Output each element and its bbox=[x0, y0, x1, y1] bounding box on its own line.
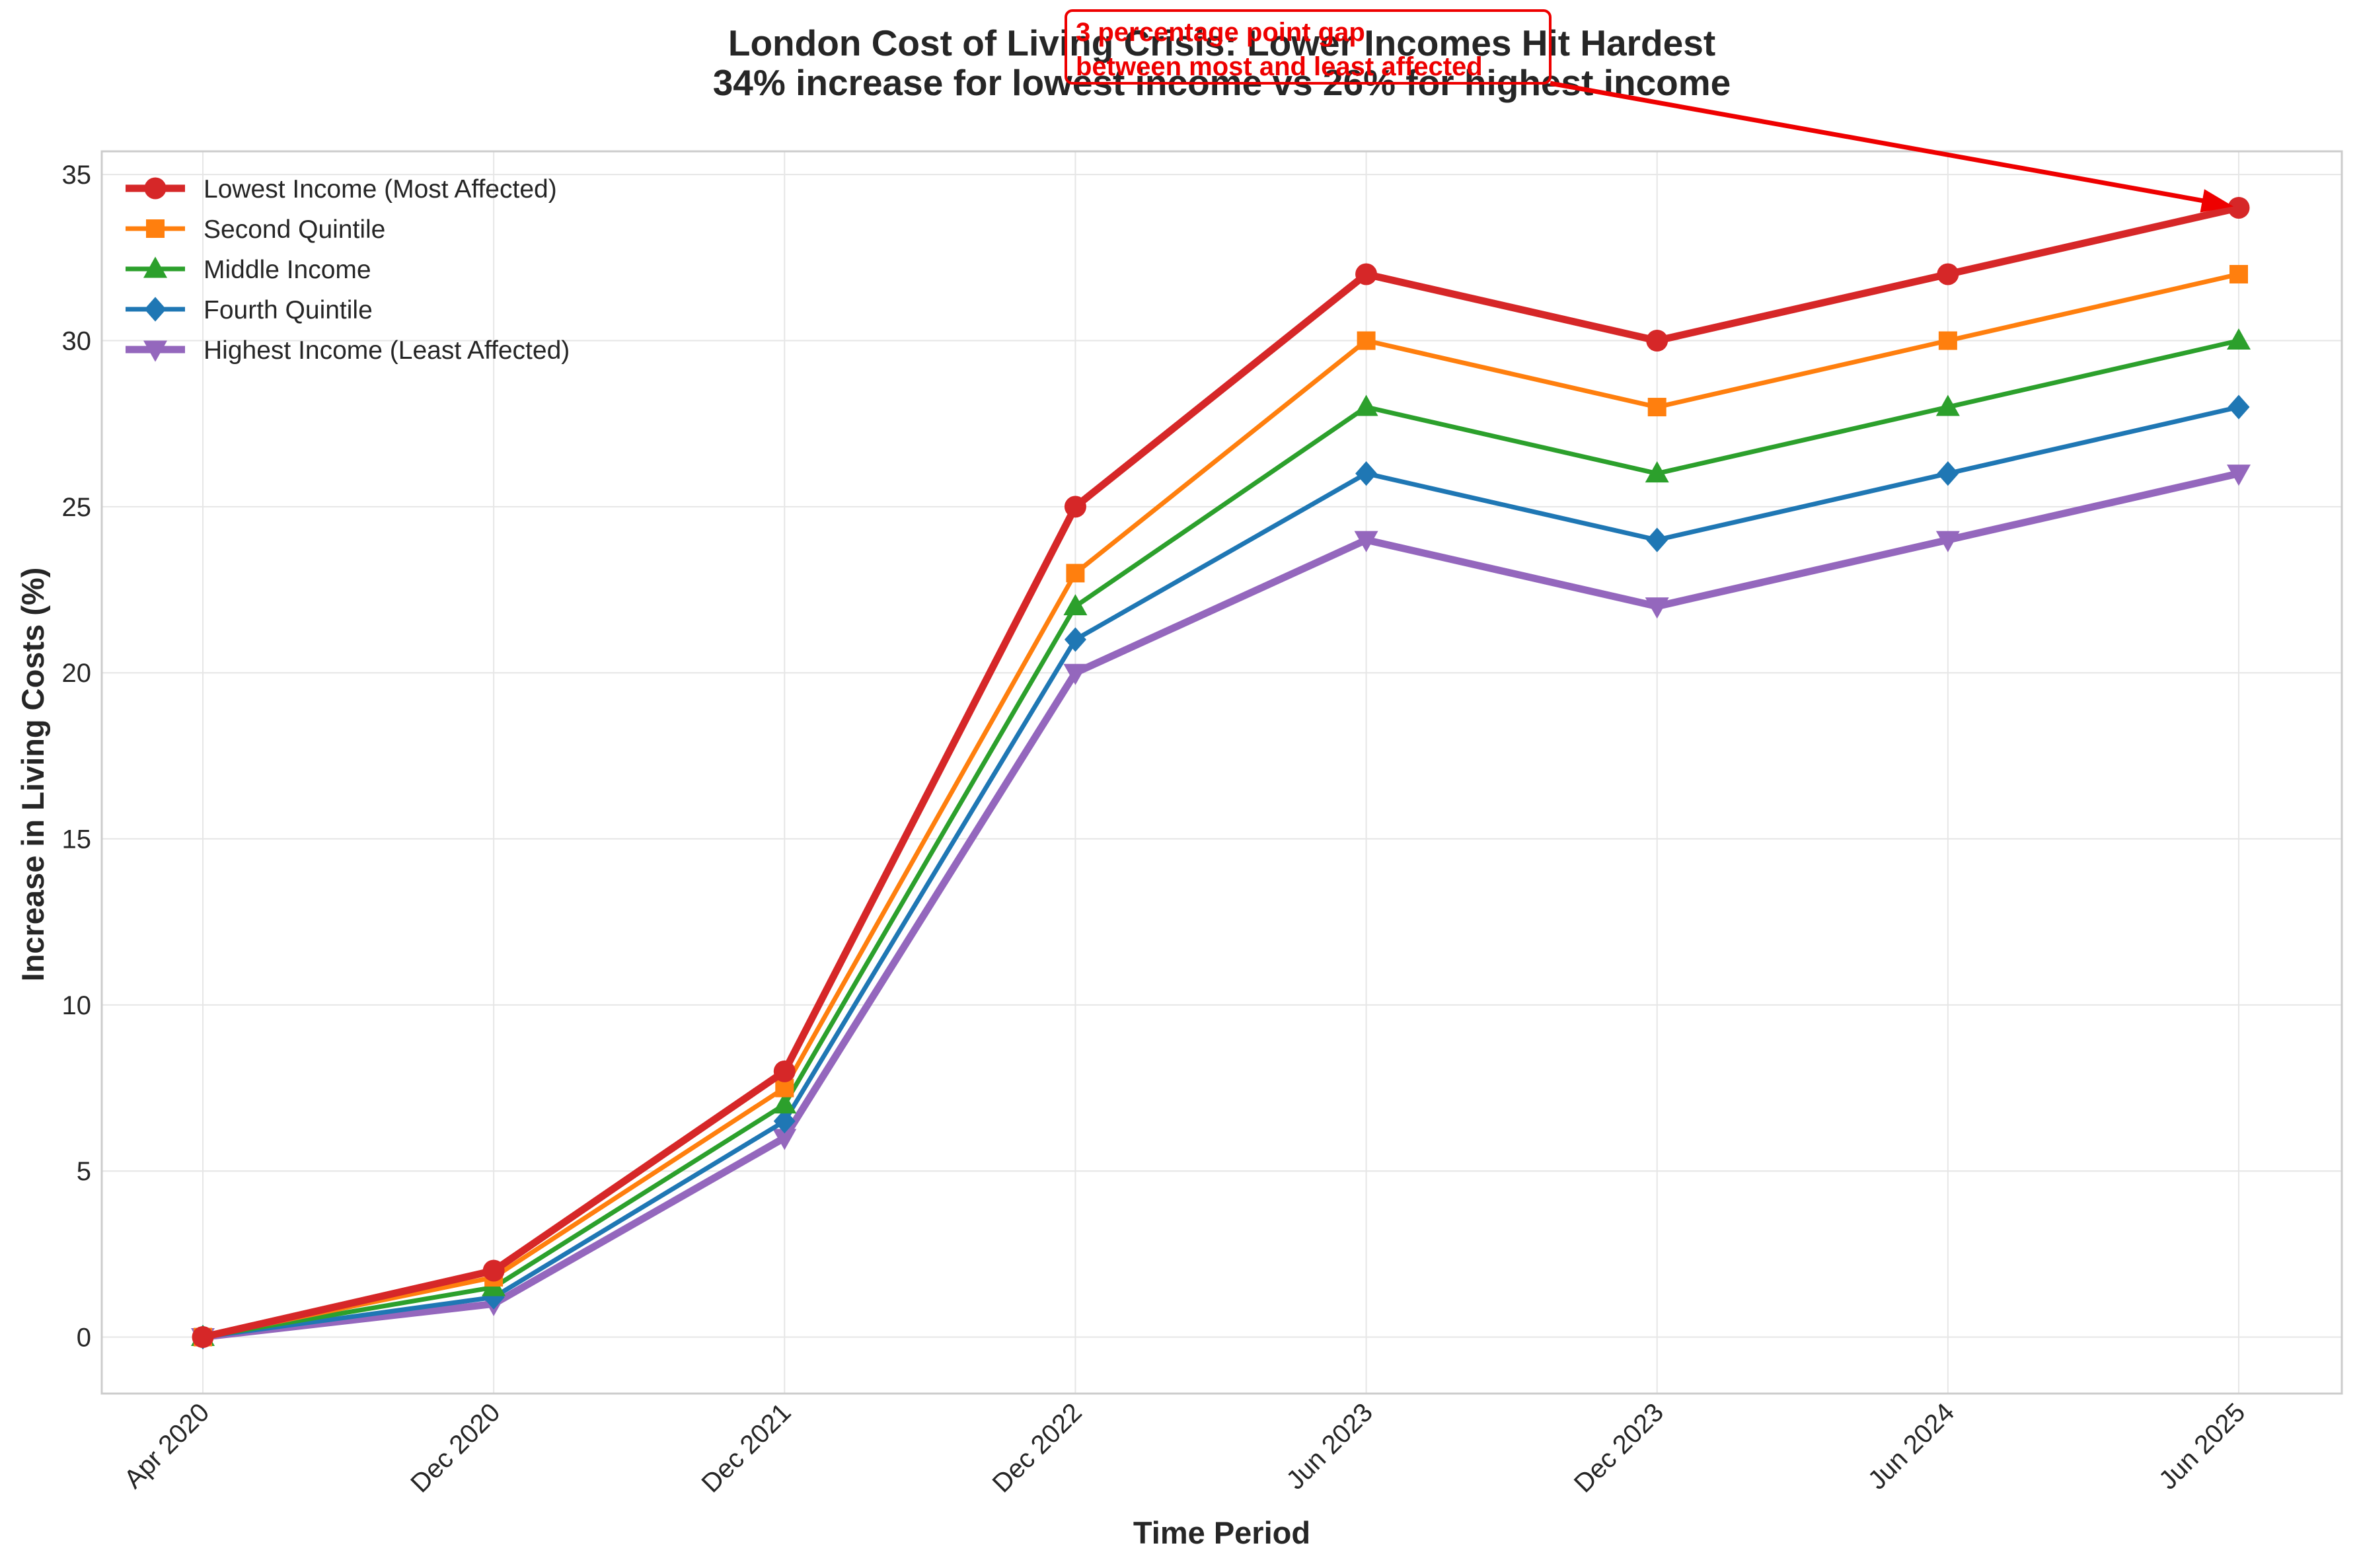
data-point-marker bbox=[2228, 394, 2250, 420]
data-point-marker bbox=[2228, 196, 2250, 219]
legend-swatch-marker bbox=[144, 297, 167, 322]
legend-swatch-marker bbox=[143, 256, 167, 278]
series-layer bbox=[191, 196, 2251, 1350]
x-tick-label: Apr 2020 bbox=[118, 1398, 215, 1494]
series-4 bbox=[192, 394, 2250, 1350]
legend-label: Lowest Income (Most Affected) bbox=[204, 175, 557, 204]
series-line bbox=[200, 272, 2241, 1340]
legend-swatch-marker bbox=[146, 219, 165, 238]
y-tick-label: 10 bbox=[62, 991, 92, 1020]
data-point-marker bbox=[1066, 564, 1085, 583]
annotation-arrowhead bbox=[2200, 189, 2233, 213]
x-tick-label: Dec 2022 bbox=[987, 1398, 1088, 1498]
legend-item: Fourth Quintile bbox=[126, 296, 373, 324]
data-point-marker bbox=[2227, 465, 2251, 486]
data-point-marker bbox=[773, 1109, 796, 1134]
legend-label: Second Quintile bbox=[204, 215, 385, 244]
data-point-marker bbox=[1935, 394, 1960, 416]
legend-item: Second Quintile bbox=[126, 215, 385, 244]
data-point-marker bbox=[1063, 663, 1088, 685]
y-tick-label: 5 bbox=[77, 1157, 91, 1186]
gap-annotation: 3 percentage point gap between most and l… bbox=[1065, 9, 2233, 213]
legend-swatch-marker bbox=[143, 340, 167, 362]
y-tick-label: 25 bbox=[62, 493, 92, 522]
y-tick-label: 0 bbox=[77, 1324, 91, 1353]
data-point-marker bbox=[773, 1060, 796, 1082]
data-point-marker bbox=[772, 1092, 797, 1114]
data-point-marker bbox=[1937, 263, 1959, 285]
data-point-marker bbox=[1064, 496, 1086, 518]
x-tick-label: Dec 2020 bbox=[405, 1398, 506, 1498]
data-point-marker bbox=[2227, 328, 2251, 350]
data-point-marker bbox=[1357, 331, 1376, 350]
data-point-marker bbox=[1354, 531, 1378, 552]
x-tick-label: Jun 2025 bbox=[2153, 1398, 2251, 1495]
series-line bbox=[200, 404, 2241, 1340]
x-tick-label: Dec 2021 bbox=[696, 1398, 796, 1498]
data-point-marker bbox=[1937, 461, 1959, 486]
data-point-marker bbox=[1355, 461, 1378, 486]
y-axis-label: Increase in Living Costs (%) bbox=[15, 568, 50, 982]
annotation-arrow bbox=[1550, 81, 2221, 206]
series-2 bbox=[194, 264, 2248, 1347]
series-3 bbox=[191, 328, 2251, 1347]
data-point-marker bbox=[482, 1285, 505, 1310]
legend-item: Highest Income (Least Affected) bbox=[126, 336, 570, 365]
data-point-marker bbox=[1064, 627, 1086, 652]
y-axis-ticks: 0 5 10 15 20 25 30 35 bbox=[62, 161, 92, 1352]
data-point-marker bbox=[1646, 330, 1668, 352]
data-point-marker bbox=[1938, 331, 1957, 350]
y-tick-label: 15 bbox=[62, 825, 92, 854]
data-point-marker bbox=[1355, 263, 1378, 285]
data-point-marker bbox=[1647, 398, 1666, 417]
legend-label: Middle Income bbox=[204, 256, 371, 284]
x-tick-label: Dec 2023 bbox=[1569, 1398, 1669, 1498]
series-line bbox=[199, 470, 2243, 1341]
data-point-marker bbox=[192, 1326, 214, 1349]
data-point-marker bbox=[1645, 461, 1669, 483]
series-line bbox=[200, 338, 2241, 1340]
legend-label: Fourth Quintile bbox=[204, 296, 373, 324]
annotation-text: 3 percentage point gap bbox=[1076, 18, 1365, 47]
x-axis-label: Time Period bbox=[1133, 1515, 1310, 1550]
legend-swatch-marker bbox=[144, 177, 167, 200]
series-1 bbox=[192, 196, 2250, 1349]
data-point-marker bbox=[1645, 597, 1669, 619]
x-tick-label: Jun 2024 bbox=[1863, 1398, 1960, 1495]
y-tick-label: 30 bbox=[62, 327, 92, 356]
y-tick-label: 35 bbox=[62, 161, 92, 190]
legend: Lowest Income (Most Affected) Second Quin… bbox=[126, 175, 570, 365]
x-tick-label: Jun 2023 bbox=[1281, 1398, 1378, 1495]
legend-item: Lowest Income (Most Affected) bbox=[126, 175, 557, 204]
data-point-marker bbox=[772, 1129, 797, 1150]
data-point-marker bbox=[2229, 264, 2248, 283]
data-point-marker bbox=[1063, 594, 1088, 616]
data-point-marker bbox=[482, 1259, 505, 1282]
legend-item: Middle Income bbox=[126, 256, 371, 284]
y-tick-label: 20 bbox=[62, 659, 92, 688]
x-axis-ticks: Apr 2020 Dec 2020 Dec 2021 Dec 2022 Jun 2023… bbox=[118, 1398, 2251, 1498]
plot-area-frame bbox=[100, 150, 2343, 1395]
data-point-marker bbox=[1646, 527, 1668, 552]
annotation-text: between most and least affected bbox=[1076, 52, 1483, 81]
data-point-marker bbox=[1935, 531, 1960, 552]
series-5 bbox=[191, 465, 2251, 1350]
data-point-marker bbox=[1354, 394, 1378, 416]
annotation-box bbox=[1065, 9, 1552, 85]
series-line bbox=[199, 204, 2243, 1341]
legend-label: Highest Income (Least Affected) bbox=[204, 336, 570, 365]
